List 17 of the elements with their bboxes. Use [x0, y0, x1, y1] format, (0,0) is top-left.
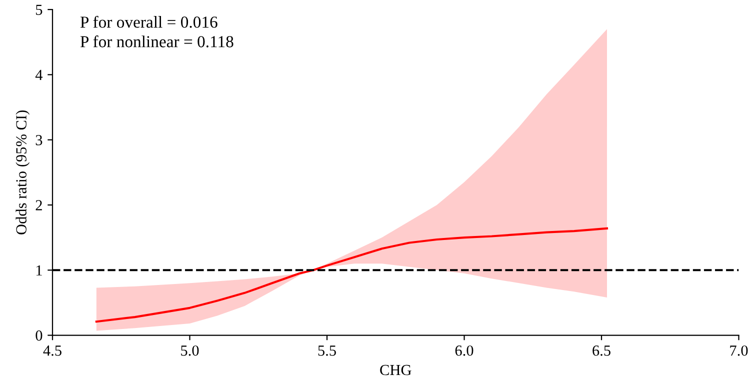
- y-tick-label: 4: [35, 70, 43, 80]
- x-axis-title: CHG: [380, 364, 412, 376]
- x-tick-label: 4.5: [43, 346, 62, 356]
- x-tick-label: 7.0: [730, 345, 748, 356]
- annotation: P for nonlinear = 0.118: [80, 35, 234, 48]
- y-tick-label: 3: [36, 135, 42, 146]
- y-tick-label: 0: [36, 330, 42, 341]
- y-tick-label: 2: [36, 200, 42, 210]
- y-tick-label: 1: [36, 265, 42, 276]
- x-tick-label: 5.5: [318, 346, 336, 356]
- y-tick-label: 5: [36, 4, 42, 15]
- x-tick-label: 6.5: [592, 345, 610, 356]
- y-axis-title: Odds ratio (95% CI): [16, 110, 30, 234]
- x-tick-label: 6.0: [455, 345, 474, 356]
- x-tick-label: 5.0: [181, 345, 199, 356]
- annotation: P for overall = 0.016: [80, 16, 218, 28]
- line-series: [95, 227, 608, 323]
